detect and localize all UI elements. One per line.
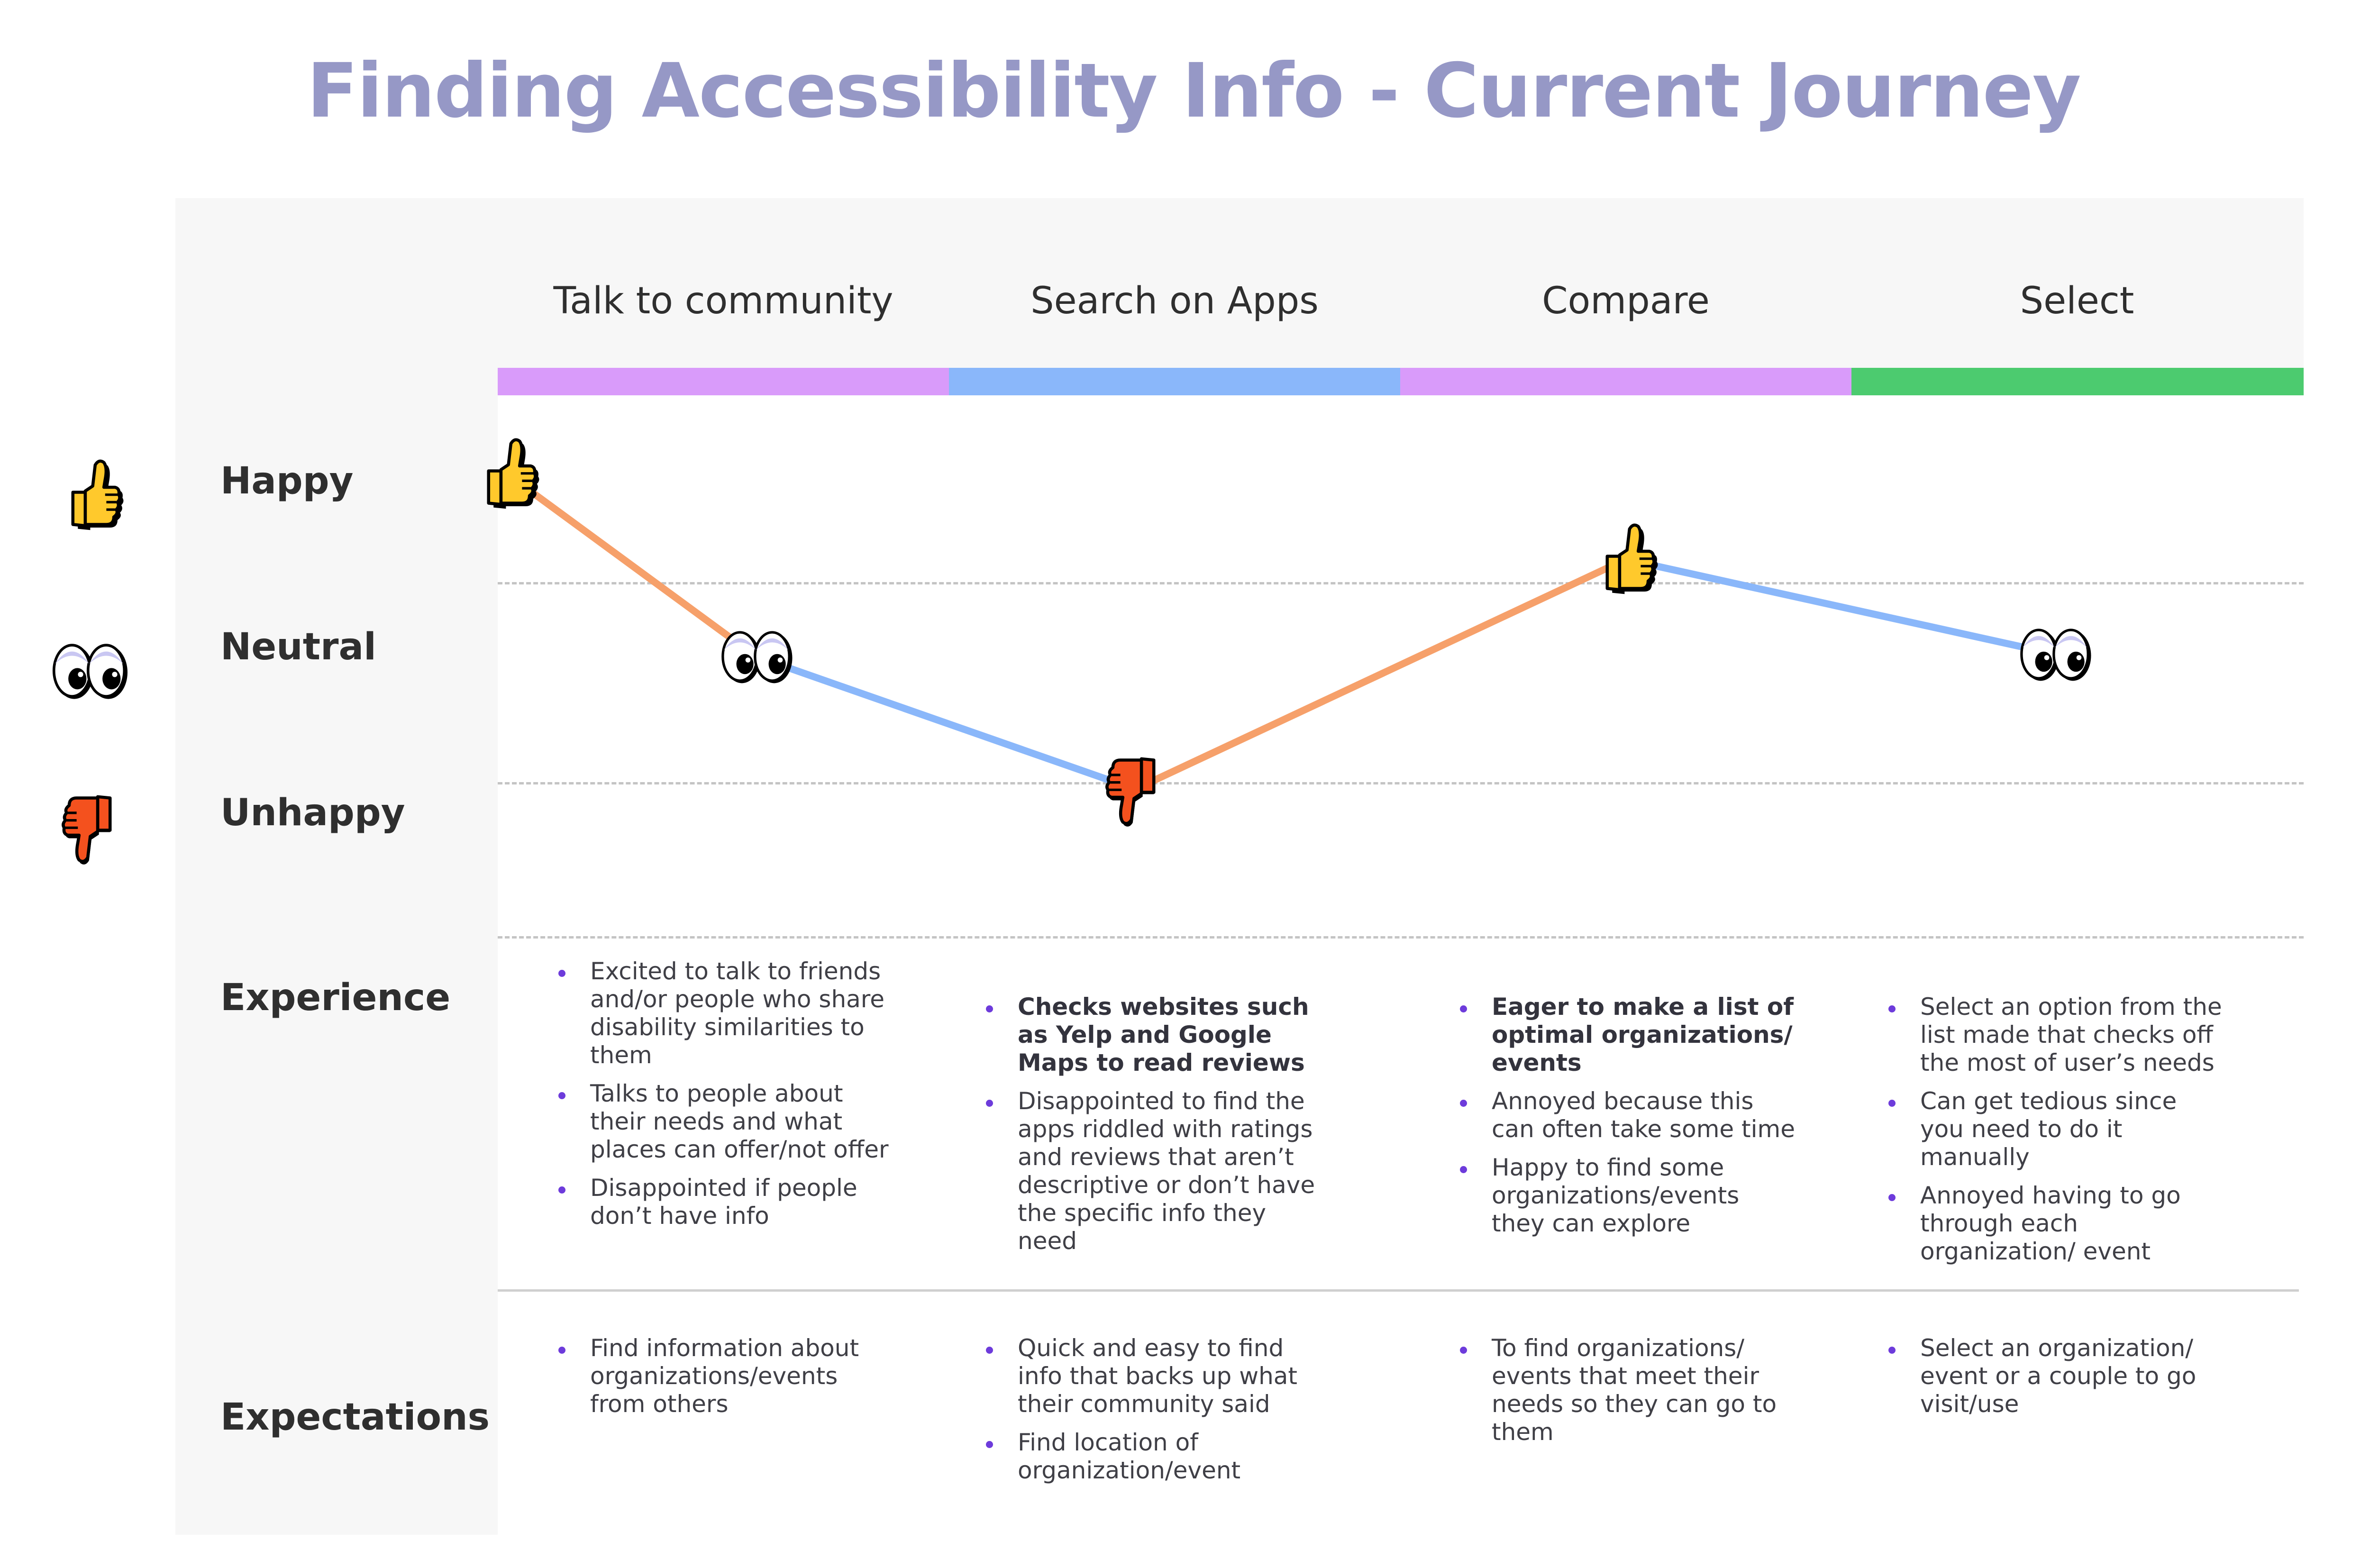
mood-divider-upper [498,582,2304,584]
mood-divider-lower [498,782,2304,784]
row-label-expectations: Expectations [220,1396,490,1439]
row-label-unhappy: Unhappy [220,792,405,834]
expectations-cell-select: Select an organization/ event or a coupl… [1885,1334,2226,1429]
curve-segment [1131,556,1630,793]
curve-segment [752,653,1139,793]
experience-cell-talk-to-community: Excited to talk to friends and/or people… [555,957,896,1240]
stage-title-select: Select [2020,280,2134,322]
curve-segment [1622,556,2059,658]
list-item: Annoyed having to go through each organi… [1885,1182,2226,1266]
expectations-cell-talk-to-community: Find information about organizations/eve… [555,1334,896,1429]
expectations-cell-search-on-apps: Quick and easy to find info that backs u… [982,1334,1323,1495]
list-item: Select an option from the list made that… [1885,993,2226,1077]
list-item: Find location of organization/event [982,1429,1323,1485]
thumbs-up-icon [489,440,539,509]
thumbs-up-icon [1607,525,1658,594]
stage-title-search-on-apps: Search on Apps [1030,280,1319,322]
section-divider-experience [498,936,2304,939]
section-divider-expectations [498,1289,2299,1292]
list-item: Quick and easy to find info that backs u… [982,1334,1323,1418]
expectations-cell-compare: To find organizations/ events that meet … [1456,1334,1797,1457]
row-label-neutral: Neutral [220,626,376,668]
experience-cell-compare: Eager to make a list of optimal organiza… [1456,993,1797,1248]
list-item: Checks websites such as Yelp and Google … [982,993,1323,1077]
list-item: Disappointed if people don’t have info [555,1174,896,1230]
row-label-column [175,198,498,1535]
stage-bar-search-on-apps [949,368,1400,395]
list-item: Talks to people about their needs and wh… [555,1080,896,1164]
list-item: Find information about organizations/eve… [555,1334,896,1418]
stage-bar-compare [1400,368,1851,395]
list-item: Annoyed because this can often take some… [1456,1087,1797,1143]
list-item: Eager to make a list of optimal organiza… [1456,993,1797,1077]
page-title: Finding Accessibility Info - Current Jou… [307,47,2081,135]
eyes-icon [2022,630,2091,681]
stage-title-compare: Compare [1542,280,1710,322]
list-item: Excited to talk to friends and/or people… [555,957,896,1069]
eyes-icon [723,632,793,683]
experience-cell-select: Select an option from the list made that… [1885,993,2226,1276]
row-label-happy: Happy [220,460,354,502]
stage-bar-select [1851,368,2304,395]
list-item: Can get tedious since you need to do it … [1885,1087,2226,1171]
experience-cell-search-on-apps: Checks websites such as Yelp and Google … [982,993,1323,1266]
stage-title-talk-to-community: Talk to community [553,280,893,322]
list-item: Disappointed to find the apps riddled wi… [982,1087,1323,1255]
list-item: Happy to find some organizations/events … [1456,1154,1797,1238]
curve-segment [503,470,760,660]
list-item: To find organizations/ events that meet … [1456,1334,1797,1446]
stage-bar-talk-to-community [498,368,949,395]
thumbs-down-icon [1107,759,1154,827]
row-label-experience: Experience [220,976,451,1019]
stage-header-band [498,198,2304,392]
list-item: Select an organization/ event or a coupl… [1885,1334,2226,1418]
